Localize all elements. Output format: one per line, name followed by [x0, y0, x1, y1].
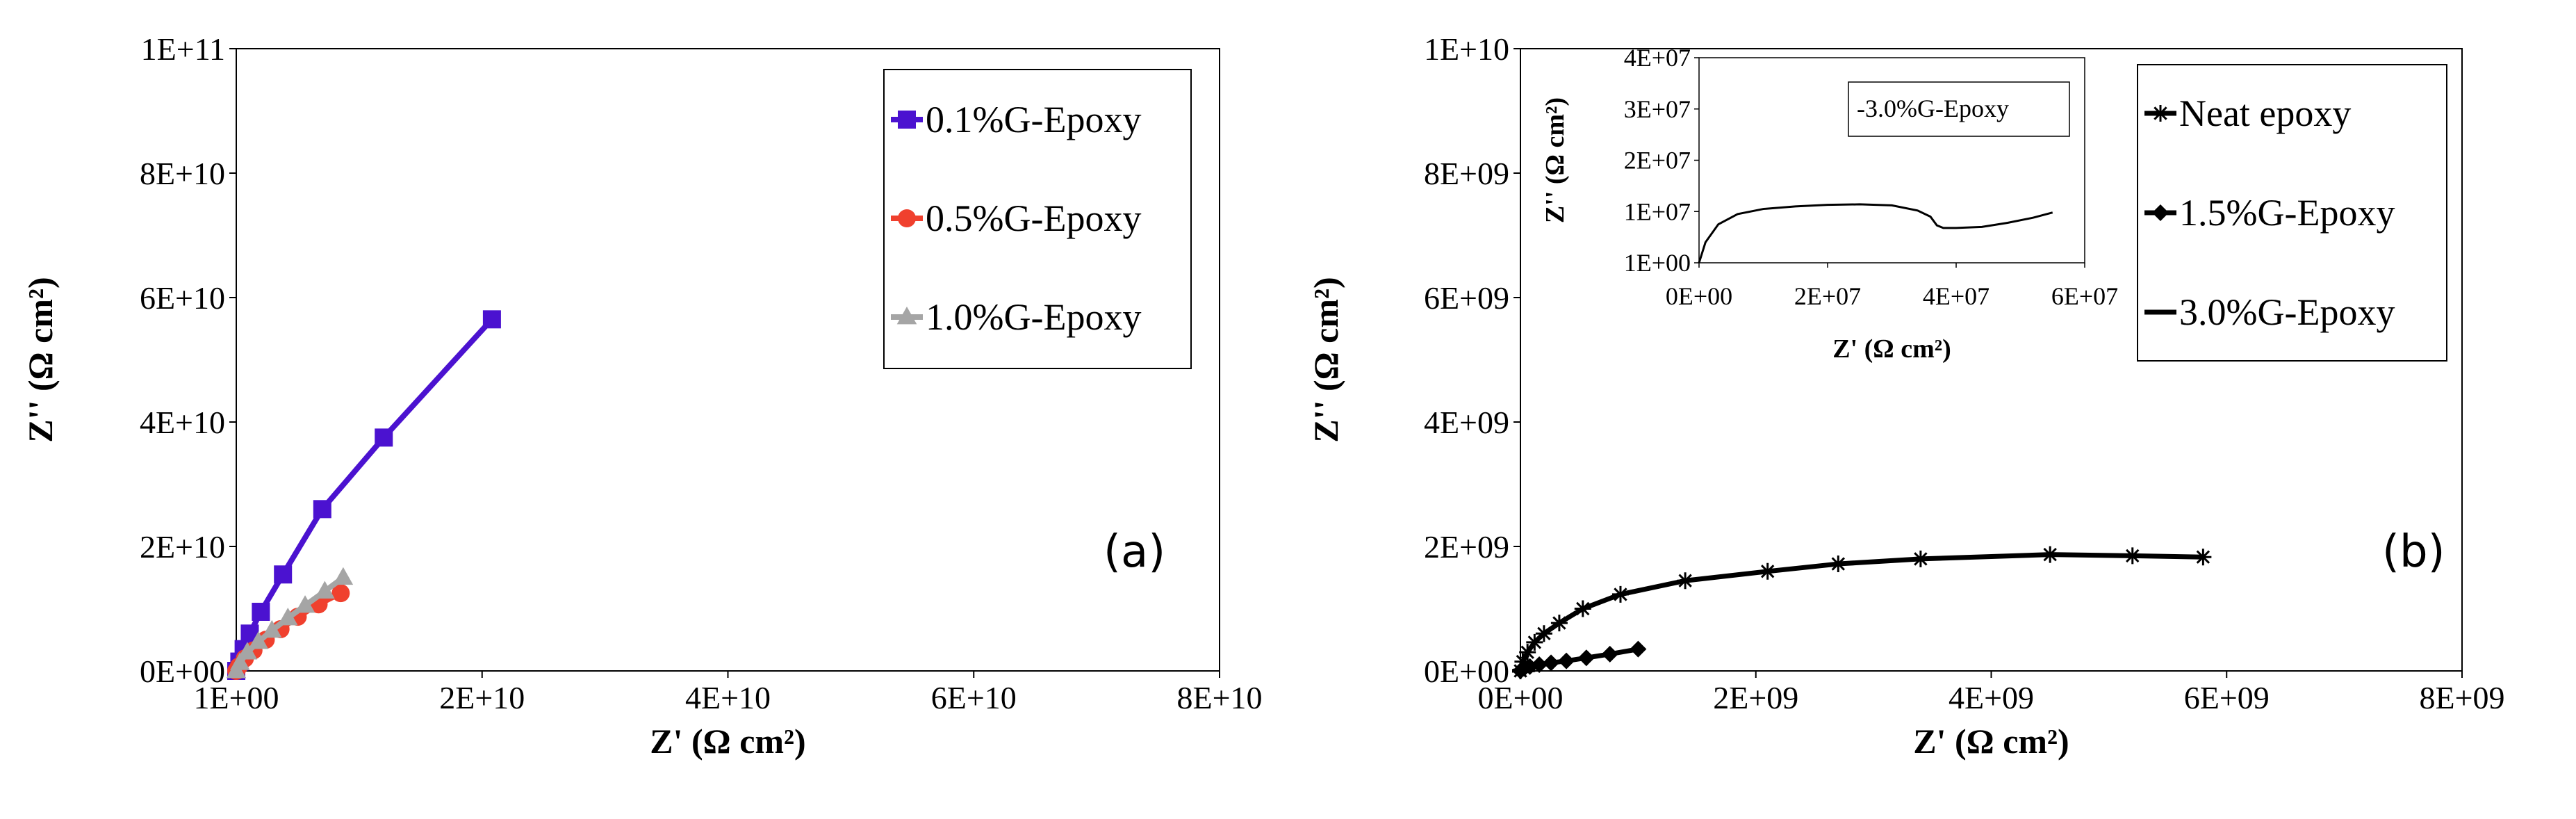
inset-x-tick-label: 0E+00	[1666, 282, 1732, 310]
inset-y-tick-label: 2E+07	[1624, 147, 1691, 175]
data-point	[295, 595, 315, 613]
x-tick-label: 4E+10	[685, 680, 771, 715]
data-point	[1912, 550, 1929, 567]
data-point	[1558, 652, 1575, 670]
series-line	[233, 317, 494, 672]
data-point	[1543, 654, 1560, 672]
y-tick-label: 8E+10	[140, 156, 225, 191]
legend-swatch-marker	[898, 209, 916, 227]
data-point	[1677, 572, 1694, 590]
panel-label: (a)	[1104, 526, 1165, 578]
data-point	[1519, 644, 1536, 661]
legend-box	[883, 69, 1192, 369]
y-tick-label: 4E+09	[1424, 405, 1509, 440]
panel-label: (b)	[2382, 526, 2445, 578]
x-tick-label: 2E+10	[439, 680, 525, 715]
inset-x-tick-label: 4E+07	[1923, 282, 1990, 310]
x-tick-label: 6E+09	[2184, 680, 2270, 715]
data-point	[2124, 547, 2141, 565]
legend-label: 1.5%G-Epoxy	[2179, 192, 2395, 234]
y-axis-label: Z'' (Ω cm²)	[1306, 277, 1345, 442]
y-tick-label: 0E+00	[1424, 654, 1509, 689]
data-point	[261, 619, 282, 638]
inset-y-tick-label: 1E+07	[1624, 197, 1691, 225]
data-point	[313, 500, 331, 519]
legend-swatch-marker	[898, 111, 916, 129]
data-point	[375, 428, 393, 447]
data-point	[274, 565, 293, 584]
x-tick-label: 2E+09	[1713, 680, 1798, 715]
x-axis-label: Z' (Ω cm²)	[1913, 722, 2069, 761]
x-tick-label: 8E+10	[1176, 680, 1262, 715]
data-point	[248, 631, 269, 649]
legend-swatch-marker	[2152, 105, 2169, 122]
data-point	[2194, 549, 2212, 566]
x-tick-label: 0E+00	[1477, 680, 1563, 715]
inset-y-axis-label: Z'' (Ω cm²)	[1541, 97, 1570, 223]
data-point	[252, 602, 270, 621]
data-point	[1630, 640, 1647, 658]
data-point	[1526, 633, 1543, 651]
y-tick-label: 4E+10	[140, 405, 225, 440]
data-point	[277, 607, 298, 626]
data-point	[1611, 585, 1629, 603]
y-axis-label: Z'' (Ω cm²)	[21, 277, 60, 442]
legend-box	[2137, 64, 2447, 362]
x-tick-label: 8E+09	[2419, 680, 2504, 715]
data-point	[331, 584, 350, 603]
data-point	[1830, 556, 1847, 573]
legend-label: 0.1%G-Epoxy	[926, 99, 1141, 140]
legend-label: 0.5%G-Epoxy	[926, 197, 1141, 239]
inset-y-tick-label: 4E+07	[1624, 44, 1691, 72]
data-point	[1550, 615, 1568, 632]
x-axis-label: Z' (Ω cm²)	[650, 722, 805, 761]
legend-label: 3.0%G-Epoxy	[2179, 291, 2395, 333]
y-tick-label: 1E+11	[141, 31, 225, 67]
inset-x-axis-label: Z' (Ω cm²)	[1832, 334, 1951, 364]
data-point	[230, 652, 250, 670]
y-tick-label: 2E+10	[140, 529, 225, 565]
data-point	[1577, 649, 1595, 667]
data-point	[482, 310, 501, 329]
y-tick-label: 6E+10	[140, 280, 225, 316]
y-tick-label: 1E+10	[1424, 31, 1509, 67]
x-tick-label: 6E+10	[931, 680, 1017, 715]
data-point	[2042, 546, 2059, 563]
data-point	[1601, 645, 1618, 663]
data-point	[333, 567, 354, 585]
legend-label: Neat epoxy	[2179, 92, 2351, 134]
legend-label: 1.0%G-Epoxy	[926, 296, 1141, 338]
inset-legend-box	[1848, 81, 2070, 137]
data-point	[315, 581, 335, 599]
x-tick-label: 4E+09	[1949, 680, 2034, 715]
inset-x-tick-label: 6E+07	[2051, 282, 2118, 310]
legend-swatch-marker	[896, 307, 917, 325]
data-point	[237, 642, 258, 660]
x-tick-label: 1E+00	[193, 680, 279, 715]
data-point	[1574, 600, 1591, 617]
y-tick-label: 6E+09	[1424, 280, 1509, 316]
chart-b: 0E+00 2E+09 4E+09 6E+09 8E+09 1E+10 0E+00 2E+09…	[1306, 31, 2505, 761]
inset-y-tick-label: 1E+00	[1624, 249, 1691, 277]
data-point	[1759, 562, 1776, 580]
y-tick-label: 0E+00	[140, 654, 225, 689]
legend-swatch-marker	[2152, 204, 2169, 221]
inset-y-tick-label: 3E+07	[1624, 95, 1691, 123]
y-tick-label: 8E+09	[1424, 156, 1509, 191]
data-point	[1535, 625, 1552, 642]
y-tick-label: 2E+09	[1424, 529, 1509, 565]
inset-series-line	[1698, 203, 2053, 263]
inset-x-tick-label: 2E+07	[1794, 282, 1861, 310]
inset-legend-label: -3.0%G-Epoxy	[1857, 95, 2009, 122]
chart-a: 0E+00 2E+10 4E+10 6E+10 8E+10 1E+11 1E+00 2E+10…	[21, 31, 1263, 761]
